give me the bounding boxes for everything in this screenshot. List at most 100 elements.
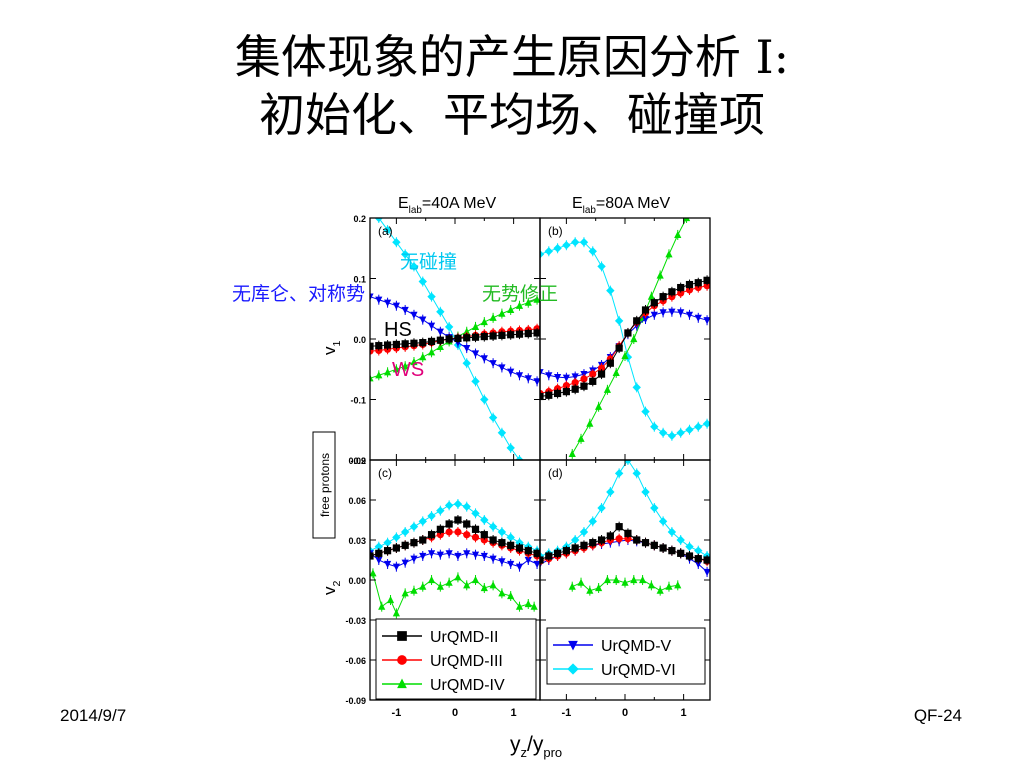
y-tick-label: 0.09 xyxy=(348,456,366,466)
data-point xyxy=(667,431,677,440)
data-point xyxy=(632,469,641,478)
data-point xyxy=(489,360,497,368)
data-point xyxy=(427,550,436,558)
data-point xyxy=(401,541,409,549)
data-point xyxy=(383,560,392,569)
data-point xyxy=(445,578,453,586)
data-point xyxy=(577,578,585,586)
data-point xyxy=(665,250,673,258)
data-point xyxy=(463,520,471,528)
data-point xyxy=(621,578,629,586)
data-point xyxy=(703,282,710,290)
data-point xyxy=(685,286,694,294)
data-point xyxy=(656,271,664,279)
data-point xyxy=(588,247,597,256)
data-point xyxy=(659,309,667,317)
data-point xyxy=(650,541,658,549)
data-point xyxy=(374,218,383,223)
legend-marker xyxy=(567,663,579,675)
x-tick-label: 0 xyxy=(622,707,628,719)
panel-label: (c) xyxy=(378,466,392,480)
data-point xyxy=(515,544,524,552)
data-point xyxy=(659,544,667,552)
data-point xyxy=(562,374,570,382)
data-point xyxy=(603,575,612,584)
data-point xyxy=(436,506,445,515)
data-point xyxy=(419,353,427,361)
data-point xyxy=(658,517,668,526)
data-point xyxy=(480,355,488,363)
data-point xyxy=(400,250,410,259)
data-point xyxy=(586,586,594,594)
data-point xyxy=(392,365,400,373)
panel-label: (d) xyxy=(548,466,563,480)
data-point xyxy=(665,582,673,590)
data-point xyxy=(507,560,515,569)
panel-1-data xyxy=(540,218,710,459)
legend-marker xyxy=(397,678,407,689)
data-point xyxy=(409,522,419,531)
data-point xyxy=(524,547,532,555)
data-point xyxy=(375,371,383,379)
data-point xyxy=(410,339,418,347)
data-point xyxy=(462,502,471,511)
data-point xyxy=(533,378,540,386)
data-point xyxy=(436,328,444,336)
data-point xyxy=(650,503,659,513)
data-point xyxy=(676,535,685,545)
data-point xyxy=(674,230,682,239)
data-point xyxy=(641,539,650,547)
data-point xyxy=(668,308,676,316)
data-point xyxy=(392,302,400,310)
data-point xyxy=(444,501,454,510)
data-point xyxy=(641,407,650,416)
data-point xyxy=(650,422,659,431)
data-point xyxy=(370,374,374,382)
data-point xyxy=(524,599,532,608)
data-point xyxy=(507,305,515,314)
free-protons-box xyxy=(312,431,336,539)
data-point xyxy=(623,460,633,465)
data-point xyxy=(562,388,570,396)
data-point xyxy=(427,531,436,539)
data-point xyxy=(586,419,594,427)
data-point xyxy=(489,332,497,340)
data-point xyxy=(624,529,632,537)
data-point xyxy=(703,568,710,577)
data-point xyxy=(641,315,650,324)
data-point xyxy=(568,449,576,458)
data-point xyxy=(668,288,676,296)
data-point xyxy=(589,377,597,385)
data-point xyxy=(677,309,685,317)
data-point xyxy=(571,373,579,381)
data-point xyxy=(375,556,383,565)
legend-label-urqmd-v: UrQMD-V xyxy=(601,638,672,655)
data-point xyxy=(489,581,497,589)
data-point xyxy=(401,340,409,348)
data-point xyxy=(383,368,392,376)
data-point xyxy=(641,306,650,314)
data-point xyxy=(650,299,658,307)
data-point xyxy=(507,368,515,376)
data-point xyxy=(562,547,570,555)
free-protons-label: free protons xyxy=(318,453,332,517)
data-point xyxy=(650,311,658,319)
slide-title: 集体现象的产生原因分析 I: 初始化、平均场、碰撞项 xyxy=(0,28,1024,144)
data-point xyxy=(427,292,436,301)
series-line-urqmd-v xyxy=(540,311,708,379)
data-point xyxy=(463,334,471,342)
data-point xyxy=(507,541,515,549)
legend-right xyxy=(546,627,706,685)
data-point xyxy=(694,422,703,431)
data-point xyxy=(597,536,606,544)
data-point xyxy=(638,575,647,584)
data-point xyxy=(445,335,453,343)
data-point xyxy=(677,283,685,292)
data-point xyxy=(589,539,597,547)
data-point xyxy=(562,241,571,250)
data-point xyxy=(694,546,703,555)
data-point xyxy=(682,218,691,222)
data-point xyxy=(436,582,444,590)
data-point xyxy=(515,301,524,309)
data-point xyxy=(409,262,419,271)
